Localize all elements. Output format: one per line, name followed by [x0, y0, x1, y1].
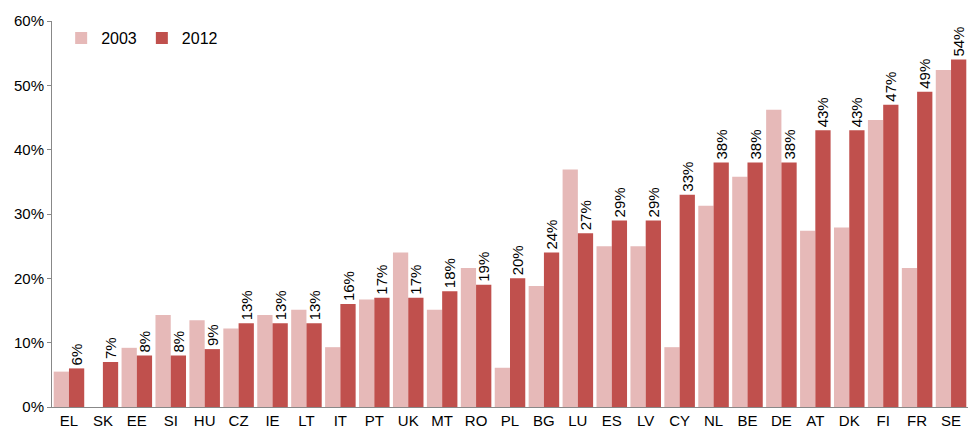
- svg-text:MT: MT: [431, 412, 453, 429]
- svg-text:13%: 13%: [238, 290, 255, 320]
- svg-text:PL: PL: [501, 412, 519, 429]
- svg-text:IE: IE: [265, 412, 279, 429]
- svg-text:7%: 7%: [102, 337, 119, 359]
- svg-text:SI: SI: [164, 412, 178, 429]
- svg-text:DK: DK: [839, 412, 860, 429]
- svg-text:UK: UK: [398, 412, 419, 429]
- svg-text:54%: 54%: [950, 27, 967, 57]
- svg-text:EL: EL: [60, 412, 78, 429]
- svg-text:19%: 19%: [475, 252, 492, 282]
- svg-text:DE: DE: [771, 412, 792, 429]
- svg-text:20%: 20%: [14, 270, 44, 287]
- svg-text:HU: HU: [194, 412, 216, 429]
- svg-text:LV: LV: [637, 412, 654, 429]
- svg-text:17%: 17%: [373, 265, 390, 295]
- svg-text:20%: 20%: [509, 245, 526, 275]
- svg-text:8%: 8%: [170, 331, 187, 353]
- svg-text:49%: 49%: [916, 59, 933, 89]
- svg-text:38%: 38%: [713, 129, 730, 159]
- svg-text:BG: BG: [533, 412, 555, 429]
- svg-text:FR: FR: [907, 412, 927, 429]
- svg-text:0%: 0%: [22, 398, 44, 415]
- svg-text:29%: 29%: [611, 187, 628, 217]
- svg-text:50%: 50%: [14, 77, 44, 94]
- svg-text:RO: RO: [465, 412, 488, 429]
- svg-text:AT: AT: [806, 412, 824, 429]
- svg-text:43%: 43%: [814, 97, 831, 127]
- svg-text:EE: EE: [127, 412, 147, 429]
- svg-text:SE: SE: [941, 412, 961, 429]
- svg-text:FI: FI: [877, 412, 890, 429]
- svg-text:29%: 29%: [645, 187, 662, 217]
- svg-text:47%: 47%: [882, 72, 899, 102]
- svg-text:40%: 40%: [14, 141, 44, 158]
- svg-text:43%: 43%: [848, 97, 865, 127]
- svg-text:13%: 13%: [272, 290, 289, 320]
- svg-text:18%: 18%: [441, 258, 458, 288]
- svg-text:38%: 38%: [781, 129, 798, 159]
- svg-text:10%: 10%: [14, 334, 44, 351]
- svg-text:BE: BE: [737, 412, 757, 429]
- svg-text:30%: 30%: [14, 205, 44, 222]
- svg-text:9%: 9%: [204, 324, 221, 346]
- svg-text:13%: 13%: [306, 290, 323, 320]
- svg-text:CZ: CZ: [229, 412, 249, 429]
- svg-text:LU: LU: [568, 412, 587, 429]
- svg-text:CY: CY: [669, 412, 690, 429]
- svg-text:16%: 16%: [340, 271, 357, 301]
- svg-text:8%: 8%: [136, 331, 153, 353]
- svg-text:ES: ES: [602, 412, 622, 429]
- svg-text:27%: 27%: [577, 200, 594, 230]
- svg-text:33%: 33%: [679, 162, 696, 192]
- svg-text:2003: 2003: [101, 30, 137, 47]
- svg-text:IT: IT: [334, 412, 347, 429]
- svg-text:2012: 2012: [182, 30, 218, 47]
- svg-text:SK: SK: [93, 412, 113, 429]
- svg-text:LT: LT: [298, 412, 314, 429]
- svg-text:6%: 6%: [68, 344, 85, 366]
- svg-text:17%: 17%: [407, 265, 424, 295]
- svg-text:38%: 38%: [747, 129, 764, 159]
- svg-text:PT: PT: [365, 412, 384, 429]
- svg-text:NL: NL: [704, 412, 723, 429]
- svg-text:24%: 24%: [543, 220, 560, 250]
- svg-text:60%: 60%: [14, 12, 44, 29]
